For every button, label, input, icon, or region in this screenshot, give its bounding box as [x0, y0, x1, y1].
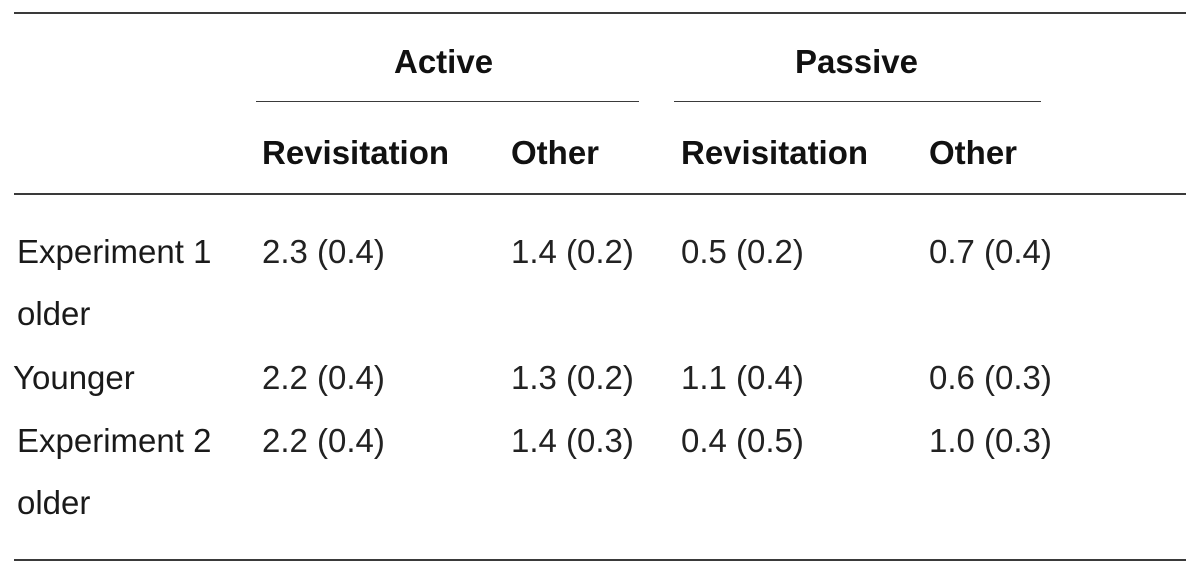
row-label-experiment-2: Experiment 2 [17, 422, 212, 459]
table-cell: 2.2 (0.4) [262, 422, 385, 459]
table-cell: 1.4 (0.3) [511, 422, 634, 459]
bottom-rule [14, 559, 1186, 561]
subheader-active-other: Other [511, 134, 600, 171]
passive-spanner-rule [674, 101, 1041, 102]
group-header-passive: Passive [795, 43, 918, 80]
top-rule [14, 12, 1186, 14]
table-cell: 0.4 (0.5) [681, 422, 804, 459]
row-label-experiment-2-line2: older [17, 484, 91, 521]
subheader-passive-revisitation: Revisitation [681, 134, 869, 171]
row-label-experiment-1: Experiment 1 [17, 233, 212, 270]
header-bottom-rule [14, 193, 1186, 195]
subheader-active-revisitation: Revisitation [262, 134, 450, 171]
table-cell: 0.5 (0.2) [681, 233, 804, 270]
table-cell: 1.3 (0.2) [511, 359, 634, 396]
group-header-active: Active [394, 43, 494, 80]
table-cell: 1.4 (0.2) [511, 233, 634, 270]
table-cell: 2.3 (0.4) [262, 233, 385, 270]
table-cell: 1.0 (0.3) [929, 422, 1052, 459]
table-cell: 0.7 (0.4) [929, 233, 1052, 270]
table-cell: 0.6 (0.3) [929, 359, 1052, 396]
table-cell: 1.1 (0.4) [681, 359, 804, 396]
row-label-experiment-1-line2: older [17, 295, 91, 332]
table-cell: 2.2 (0.4) [262, 359, 385, 396]
row-label-younger: Younger [13, 359, 135, 396]
active-spanner-rule [256, 101, 639, 102]
subheader-passive-other: Other [929, 134, 1018, 171]
